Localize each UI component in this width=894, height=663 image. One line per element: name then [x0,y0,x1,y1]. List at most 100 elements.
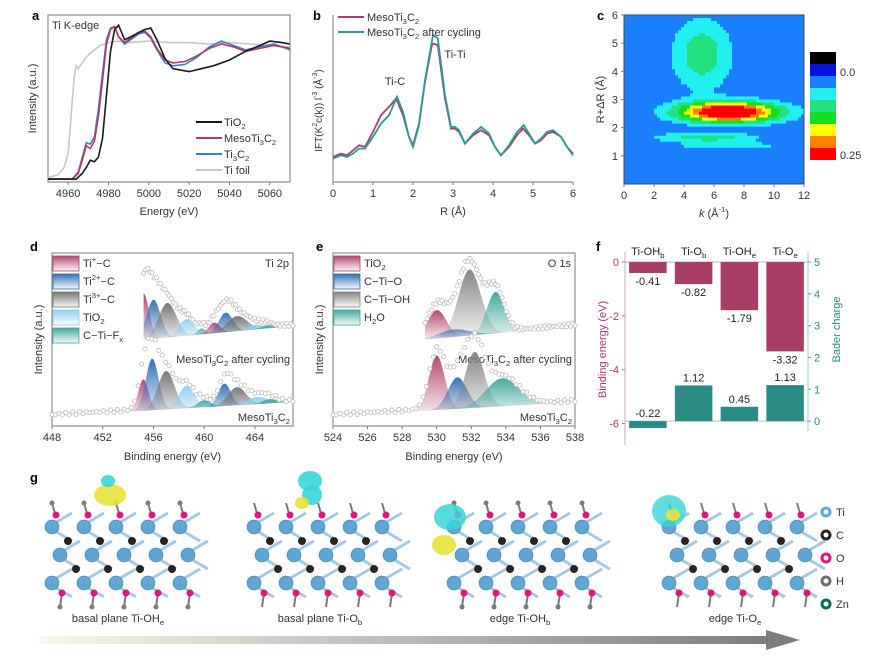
heatmap-cell [687,102,691,106]
heatmap-cell [627,117,631,122]
trace-label-part: 2 [568,417,572,426]
heatmap-cell [675,129,679,134]
heatmap-cell [669,165,673,170]
heatmap-cell [786,48,790,52]
data-point [454,358,460,364]
heatmap-cell [636,141,640,146]
heatmap-cell [642,45,646,49]
heatmap-cell [642,84,646,88]
heatmap-cell [726,159,730,164]
heatmap-cell [720,96,724,100]
heatmap-cell [777,45,781,49]
bar-binding-energy [629,262,667,274]
data-point [551,400,557,406]
heatmap-cell [735,21,739,25]
legend-label-part: Ti foil [224,165,250,177]
heatmap-cell [699,63,703,67]
heatmap-cell [681,141,685,146]
heatmap-cell [765,171,769,176]
heatmap-cell [744,147,748,152]
heatmap-cell [780,114,784,119]
heatmap-cell [636,135,640,140]
heatmap-cell [624,132,628,137]
heatmap-cell [762,66,766,70]
heatmap-cell [741,108,745,112]
heatmap-cell [651,27,655,31]
legend-label: C−Ti−OH [364,294,410,306]
heatmap-cell [765,111,769,115]
legend-label-part: 2 [381,263,385,272]
heatmap-cell [672,42,676,46]
heatmap-cell [675,123,679,128]
heatmap-cell [723,66,727,70]
heatmap-cell [669,108,673,112]
heatmap-cell [639,15,643,19]
trace-label-part: after cycling [510,354,572,366]
heatmap-cell [714,90,718,94]
heatmap-cell [753,156,757,161]
heatmap-cell [777,60,781,64]
heatmap-cell [633,126,637,131]
heatmap-cell [801,93,805,97]
heatmap-cell [624,15,628,19]
atom-c [538,565,546,573]
heatmap-cell [663,159,667,164]
atom-o [388,589,396,597]
heatmap-cell [651,111,655,115]
heatmap-cell [789,135,793,140]
bar-bader-charge [720,406,759,422]
structure-model [246,471,411,608]
heatmap-cell [711,33,715,37]
heatmap-cell [792,156,796,161]
heatmap-cell [696,99,700,103]
heatmap-cell [729,138,733,143]
heatmap-cell [711,117,715,122]
legend-label-part: TiO [364,258,382,270]
heatmap-cell [720,114,724,119]
heatmap-cell [747,33,751,37]
heatmap-cell [720,168,724,173]
heatmap-cell [720,78,724,82]
heatmap-cell [699,21,703,25]
heatmap-cell [786,102,790,106]
heatmap-cell [660,78,664,82]
heatmap-cell [786,105,790,109]
legend-label-part: 2 [415,17,419,26]
heatmap-cell [789,27,793,31]
y-tick-label: 3 [612,95,618,107]
atom-c [160,537,168,545]
heatmap-cell [792,123,796,128]
heatmap-cell [642,171,646,176]
heatmap-cell [795,123,799,128]
right-tick-label: 3 [814,321,820,333]
data-point [128,404,134,410]
heatmap-cell [783,141,787,146]
heatmap-cell [768,51,772,55]
heatmap-cell [642,132,646,137]
heatmap-cell [789,156,793,161]
heatmap-cell [762,144,766,149]
heatmap-cell [786,30,790,34]
atom-c [338,565,346,573]
heatmap-cell [765,174,769,179]
heatmap-cell [732,24,736,28]
heatmap-cell [726,174,730,179]
heatmap-cell [744,24,748,28]
heatmap-cell [642,96,646,100]
heatmap-cell [648,54,652,58]
heatmap-cell [753,96,757,100]
heatmap-cell [696,39,700,43]
heatmap-cell [639,156,643,161]
heatmap-cell [672,114,676,119]
heatmap-cell [696,168,700,173]
heatmap-cell [702,15,706,19]
heatmap-cell [801,147,805,152]
heatmap-cell [711,180,715,185]
heatmap-cell [789,171,793,176]
heatmap-cell [738,18,742,22]
heatmap-cell [717,174,721,179]
heatmap-cell [624,42,628,46]
heatmap-cell [654,24,658,28]
heatmap-cell [654,63,658,67]
heatmap-cell [666,156,670,161]
